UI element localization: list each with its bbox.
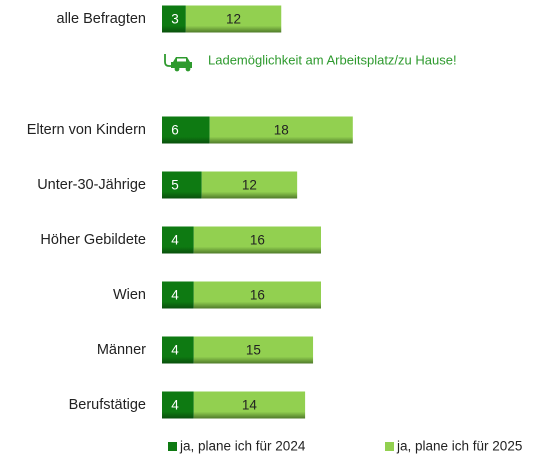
legend-label: ja, plane ich für 2024 (179, 439, 306, 454)
bar-segment (162, 5, 186, 33)
bar-segment (193, 281, 321, 309)
value-label: 15 (246, 343, 261, 358)
category-label: Männer (97, 342, 146, 358)
bar-segment (201, 171, 298, 199)
value-label: 6 (171, 123, 179, 138)
bar-segment (162, 226, 194, 254)
value-label: 3 (171, 12, 179, 27)
car-icon (164, 54, 192, 72)
value-label: 18 (274, 123, 289, 138)
bar-segment (162, 171, 202, 199)
bar-segment (162, 281, 194, 309)
value-label: 16 (250, 288, 265, 303)
bar-segment (162, 336, 194, 364)
legend-label: ja, plane ich für 2025 (396, 439, 522, 454)
legend-swatch (168, 442, 177, 451)
bar-segment (162, 116, 210, 144)
value-label: 4 (171, 398, 179, 413)
bar-segment (162, 391, 194, 419)
bar-segment (193, 336, 314, 364)
category-label: alle Befragten (57, 11, 146, 27)
category-label: Höher Gebildete (40, 232, 146, 248)
value-label: 5 (171, 178, 179, 193)
value-label: 4 (171, 343, 179, 358)
value-label: 12 (242, 178, 257, 193)
value-label: 4 (171, 233, 179, 248)
annotation: Lademöglichkeit am Arbeitsplatz/zu Hause… (208, 52, 457, 67)
value-label: 14 (242, 398, 258, 413)
value-label: 16 (250, 233, 265, 248)
bar-segment (193, 391, 306, 419)
bar-segment (209, 116, 353, 144)
value-label: 12 (226, 12, 241, 27)
category-label: Berufstätige (69, 397, 146, 413)
category-label: Unter-30-Jährige (37, 177, 146, 193)
category-label: Wien (113, 287, 146, 303)
legend-swatch (385, 442, 394, 451)
value-label: 4 (171, 288, 179, 303)
bar-segment (185, 5, 282, 33)
bar-segment (193, 226, 321, 254)
category-label: Eltern von Kindern (27, 122, 146, 138)
